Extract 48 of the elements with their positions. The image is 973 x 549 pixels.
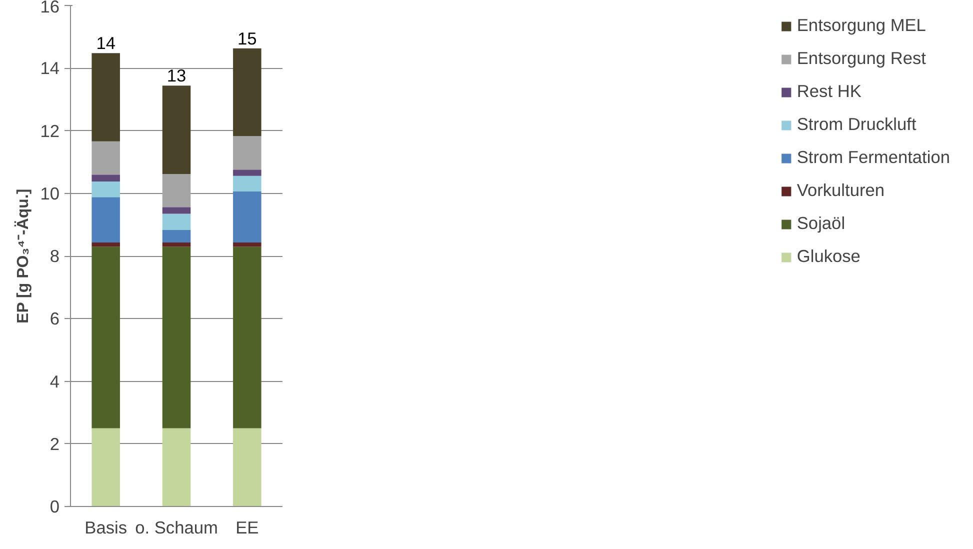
- bar: [233, 246, 262, 428]
- legend-label: Sojaöl: [796, 213, 846, 234]
- y-tick-label: 16: [40, 0, 60, 16]
- y-tick-label: 2: [50, 434, 60, 454]
- legend-label: Entsorgung Rest: [796, 48, 926, 69]
- y-tick-label: 14: [40, 58, 60, 78]
- y-tick-label: 10: [40, 183, 60, 204]
- bar: [233, 136, 262, 170]
- y-tick-label: 4: [50, 371, 60, 392]
- legend-label: Glukose: [796, 246, 860, 267]
- legend-label: Strom Druckluft: [796, 114, 916, 135]
- y-tick-label: 12: [40, 120, 60, 141]
- bar: [233, 48, 262, 136]
- bar: [162, 428, 191, 506]
- y-tick-label: 8: [50, 246, 60, 266]
- bar: [162, 242, 191, 247]
- bar: [233, 191, 262, 243]
- bar: [162, 174, 191, 208]
- x-tick-label: Basis: [84, 518, 128, 538]
- bar: [92, 53, 120, 142]
- bar: [162, 86, 191, 174]
- bar: [92, 246, 120, 428]
- total-label: 13: [166, 66, 186, 86]
- x-tick-label: EE: [236, 518, 259, 538]
- total-label: 15: [238, 28, 257, 48]
- bar: [162, 230, 191, 243]
- y-axis-title: EP [g PO₃⁴⁻-Äqu.]: [14, 188, 32, 324]
- total-label: 14: [96, 33, 116, 54]
- y-tick-label: 0: [50, 496, 60, 516]
- bar: [92, 428, 120, 506]
- bar: [92, 242, 120, 247]
- bar: [233, 428, 262, 506]
- bar: [233, 170, 262, 176]
- bar: [162, 207, 191, 214]
- legend-label: Rest HK: [796, 81, 862, 102]
- bar: [92, 141, 120, 175]
- x-tick-label: o. Schaum: [135, 518, 218, 538]
- y-tick-label: 6: [50, 308, 60, 329]
- bar: [92, 197, 120, 243]
- bar: [233, 242, 262, 247]
- bar: [162, 246, 191, 428]
- legend-label: Entsorgung MEL: [796, 15, 926, 36]
- bar: [233, 176, 262, 192]
- bar: [162, 214, 191, 230]
- bar: [92, 174, 120, 182]
- bar: [92, 181, 120, 198]
- legend-label: Strom Fermentation: [796, 147, 950, 168]
- legend-label: Vorkulturen: [796, 180, 885, 201]
